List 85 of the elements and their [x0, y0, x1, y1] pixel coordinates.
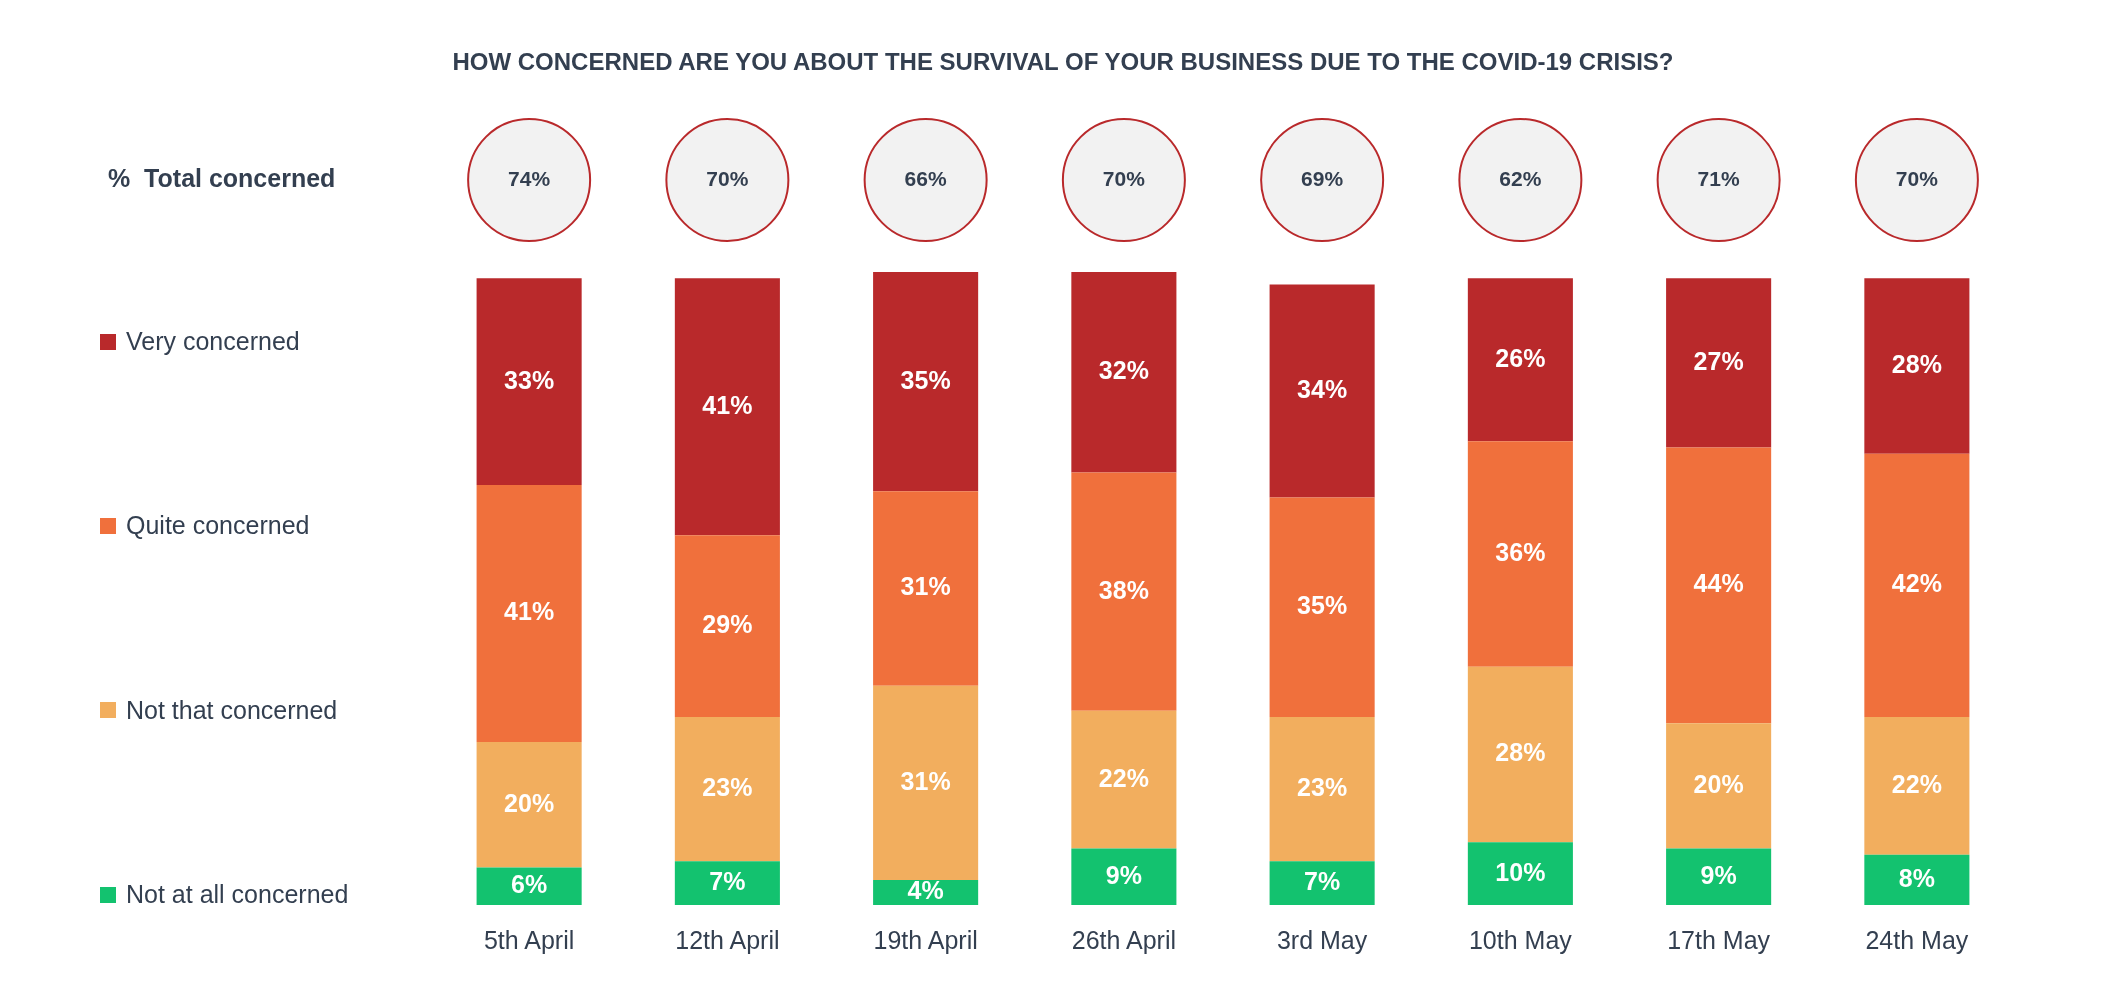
text: 69% — [1301, 166, 1344, 190]
bar — [1666, 447, 1772, 724]
bar — [1071, 848, 1177, 905]
bar — [1071, 472, 1177, 711]
bar — [1864, 716, 1970, 855]
data-label: 41% — [702, 390, 753, 419]
data-label: 20% — [1693, 769, 1744, 798]
data-label: 28% — [1891, 349, 1942, 378]
data-label: 41% — [504, 597, 555, 626]
legend-label: Not that concerned — [126, 695, 338, 725]
data-label: 34% — [1297, 374, 1348, 403]
text: 74% — [508, 166, 551, 190]
bar — [1666, 848, 1772, 905]
text: 70% — [706, 166, 749, 190]
x-tick-label: 19th April — [873, 925, 978, 954]
data-label: 7% — [1304, 866, 1341, 895]
bar — [1269, 497, 1375, 717]
text: 70% — [1102, 166, 1146, 190]
data-label: 23% — [1297, 772, 1348, 801]
bar — [1864, 278, 1970, 454]
legend-label: Quite concerned — [126, 511, 310, 541]
data-label: 29% — [702, 609, 753, 638]
x-tick-label: 5th April — [483, 925, 575, 954]
legend-label: Not at all concerned — [126, 880, 349, 909]
bar — [476, 278, 582, 486]
text: 71% — [1697, 166, 1740, 190]
bar — [1467, 842, 1573, 905]
x-tick-label: 17th May — [1667, 925, 1771, 954]
bar — [873, 685, 979, 880]
data-label: 23% — [702, 772, 753, 801]
bar — [476, 867, 582, 905]
bar — [1269, 716, 1375, 862]
bar — [1467, 441, 1573, 667]
data-label: 7% — [709, 866, 746, 895]
data-label: 42% — [1891, 569, 1942, 598]
data-label: 33% — [504, 365, 555, 394]
text: 62% — [1499, 166, 1542, 190]
x-tick-label: 10th May — [1468, 925, 1573, 954]
bar — [1864, 854, 1970, 905]
bar — [873, 491, 979, 686]
chart-title: HOW CONCERNED ARE YOU ABOUT THE SURVIVAL OF YOUR BUSINESS DUE TO THE COVID-19 CRISIS? — [451, 48, 1675, 76]
text: 70% — [1895, 166, 1939, 190]
bar — [873, 272, 979, 492]
data-label: 20% — [504, 788, 555, 817]
bar — [476, 485, 582, 743]
data-label: 28% — [1495, 738, 1546, 767]
data-label: 22% — [1098, 763, 1149, 792]
data-label: 35% — [1297, 591, 1348, 620]
data-label: 38% — [1098, 575, 1149, 604]
data-label: 10% — [1495, 857, 1546, 886]
x-tick-label: 3rd May — [1276, 925, 1368, 954]
legend-label: Very concerned — [126, 327, 300, 356]
data-label: 6% — [511, 870, 548, 899]
bar — [1467, 278, 1573, 442]
data-label: 26% — [1495, 343, 1546, 372]
bar — [674, 716, 780, 862]
data-label: 9% — [1105, 860, 1142, 889]
data-label: 44% — [1693, 569, 1744, 598]
bar — [1666, 723, 1772, 849]
bar — [1071, 272, 1177, 473]
bar — [674, 535, 780, 717]
data-label: 36% — [1495, 537, 1546, 566]
text: 66% — [904, 166, 947, 190]
data-label: 31% — [900, 572, 951, 601]
data-label: 32% — [1098, 356, 1149, 385]
x-tick-label: 24th May — [1865, 925, 1969, 954]
bar — [674, 861, 780, 905]
data-label: 35% — [900, 365, 951, 394]
bar — [1864, 453, 1970, 717]
bar — [1071, 710, 1177, 849]
bar — [674, 278, 780, 536]
text: % Total concerned — [108, 163, 336, 192]
bar — [1269, 284, 1375, 498]
data-label: 9% — [1700, 860, 1737, 889]
data-label: 4% — [907, 876, 944, 905]
data-label: 27% — [1693, 346, 1744, 375]
bar — [1666, 278, 1772, 448]
x-tick-label: 12th April — [675, 925, 780, 954]
bar — [476, 742, 582, 868]
data-label: 8% — [1898, 863, 1935, 892]
x-tick-label: 26th April — [1071, 925, 1176, 954]
bar — [1467, 666, 1573, 843]
bar — [1269, 861, 1375, 905]
data-label: 31% — [900, 766, 951, 795]
data-label: 22% — [1891, 769, 1942, 798]
